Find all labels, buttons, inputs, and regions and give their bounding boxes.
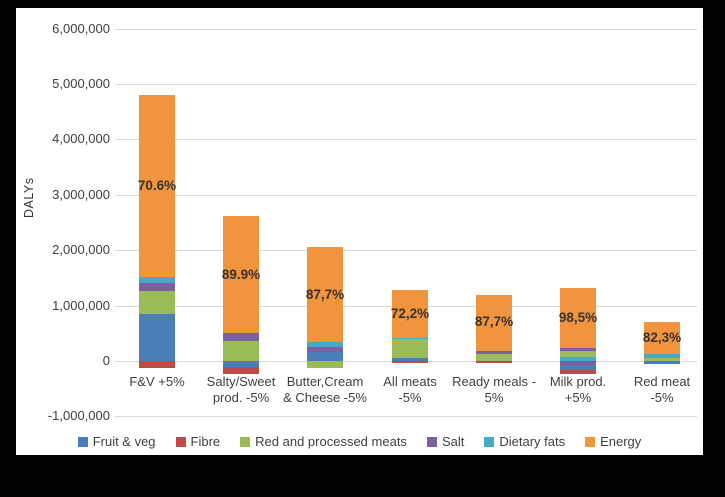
gridline--1,000,000 (115, 416, 697, 417)
y-tick-label: 2,000,000 (52, 242, 110, 257)
bar-segment-energy (139, 95, 175, 278)
bar-segment-red_processed_meats (139, 290, 175, 314)
bar-segment-fruit_veg (223, 361, 259, 368)
bar-segment-energy (307, 247, 343, 343)
y-tick-label: 3,000,000 (52, 187, 110, 202)
bar-segment-salt (476, 350, 512, 354)
energy-share-label: 98,5% (558, 310, 598, 325)
bar-segment-salt (139, 283, 175, 291)
x-axis-label: F&V +5% (129, 374, 185, 389)
bar-segment-red_processed_meats (560, 351, 596, 358)
bar-segment-salt (223, 333, 259, 342)
bar-segment-fruit_veg (644, 361, 680, 365)
chart-panel: DALYs Fruit & veg Fibre Red and processed … (16, 8, 703, 455)
bar-segment-dietary_fats (139, 277, 175, 284)
bar-segment-dietary_fats (392, 337, 428, 340)
bar-segment-energy (476, 294, 512, 351)
x-axis-label: Ready meals -5% (452, 374, 536, 405)
bar-segment-red_processed_meats (476, 353, 512, 361)
y-tick-label: 5,000,000 (52, 76, 110, 91)
legend-label: Fibre (190, 434, 221, 449)
bar-segment-salt (307, 346, 343, 353)
bar-segment-fibre (223, 367, 259, 374)
bar-segment-red_processed_meats (392, 339, 428, 358)
bar-segment-fruit_veg (392, 357, 428, 361)
legend-swatch-energy (585, 436, 596, 447)
bar-segment-fruit_veg (560, 365, 596, 370)
gridline-6,000,000 (115, 29, 697, 30)
legend-swatch-salt (426, 436, 437, 447)
y-tick-label: 0 (102, 353, 110, 368)
energy-share-label: 70.6% (137, 178, 177, 193)
legend-label: Fruit & veg (92, 434, 156, 449)
bar-segment-energy (560, 288, 596, 349)
bar-segment-fibre (392, 361, 428, 364)
legend-label: Dietary fats (499, 434, 566, 449)
x-axis-label: Milk prod. +5% (549, 374, 607, 405)
legend: Fruit & veg Fibre Red and processed meats S… (16, 434, 703, 449)
legend-label: Energy (600, 434, 642, 449)
bar-segment-red_processed_meats (644, 357, 680, 361)
legend-swatch-red_processed_meats (240, 436, 251, 447)
y-tick-label: 4,000,000 (52, 131, 110, 146)
gridline-2,000,000 (115, 250, 697, 251)
energy-share-label: 87,7% (474, 314, 514, 329)
legend-item-energy: Energy (585, 434, 641, 449)
gridline-3,000,000 (115, 195, 697, 196)
legend-item-dietary_fats: Dietary fats (484, 434, 565, 449)
bar-segment-red_processed_meats (223, 341, 259, 361)
bar-segment-fibre (476, 361, 512, 364)
bar-segment-dietary_fats (644, 353, 680, 358)
gridline-5,000,000 (115, 84, 697, 85)
bar-segment-dietary_fats (560, 357, 596, 361)
energy-share-label: 87,7% (305, 287, 345, 302)
bar-segment-salt (560, 361, 596, 366)
energy-share-label: 82,3% (642, 330, 682, 345)
legend-swatch-fibre (175, 436, 186, 447)
bar-segment-dietary_fats (307, 342, 343, 347)
legend-label: Salt (441, 434, 465, 449)
bar-segment-energy (392, 289, 428, 338)
legend-item-red_processed_meats: Red and processed meats (240, 434, 407, 449)
y-tick-label: -1,000,000 (47, 408, 110, 423)
bar-segment-fibre (560, 369, 596, 375)
y-tick-label: 1,000,000 (52, 298, 110, 313)
x-axis-label: All meats -5% (383, 374, 437, 405)
bar-segment-fibre (139, 361, 175, 368)
bar-segment-fruit_veg (139, 313, 175, 361)
x-axis-label: Butter,Cream & Cheese -5% (283, 374, 367, 405)
legend-label: Red and processed meats (255, 434, 407, 449)
bar-segment-energy (223, 215, 259, 334)
x-axis-label: Salty/Sweet prod. -5% (206, 374, 276, 405)
bar-segment-red_processed_meats (307, 361, 343, 368)
energy-share-label: 89.9% (221, 267, 261, 282)
gridline-4,000,000 (115, 139, 697, 140)
legend-swatch-fruit_veg (77, 436, 88, 447)
bar-segment-energy (644, 322, 680, 354)
x-axis-label: Red meat -5% (633, 374, 691, 405)
bar-segment-salt (560, 348, 596, 352)
bar-segment-fruit_veg (307, 352, 343, 361)
legend-item-salt: Salt (426, 434, 465, 449)
legend-item-fibre: Fibre (175, 434, 221, 449)
y-tick-label: 6,000,000 (52, 21, 110, 36)
legend-swatch-dietary_fats (484, 436, 495, 447)
energy-share-label: 72,2% (390, 306, 430, 321)
legend-item-fruit_veg: Fruit & veg (77, 434, 156, 449)
